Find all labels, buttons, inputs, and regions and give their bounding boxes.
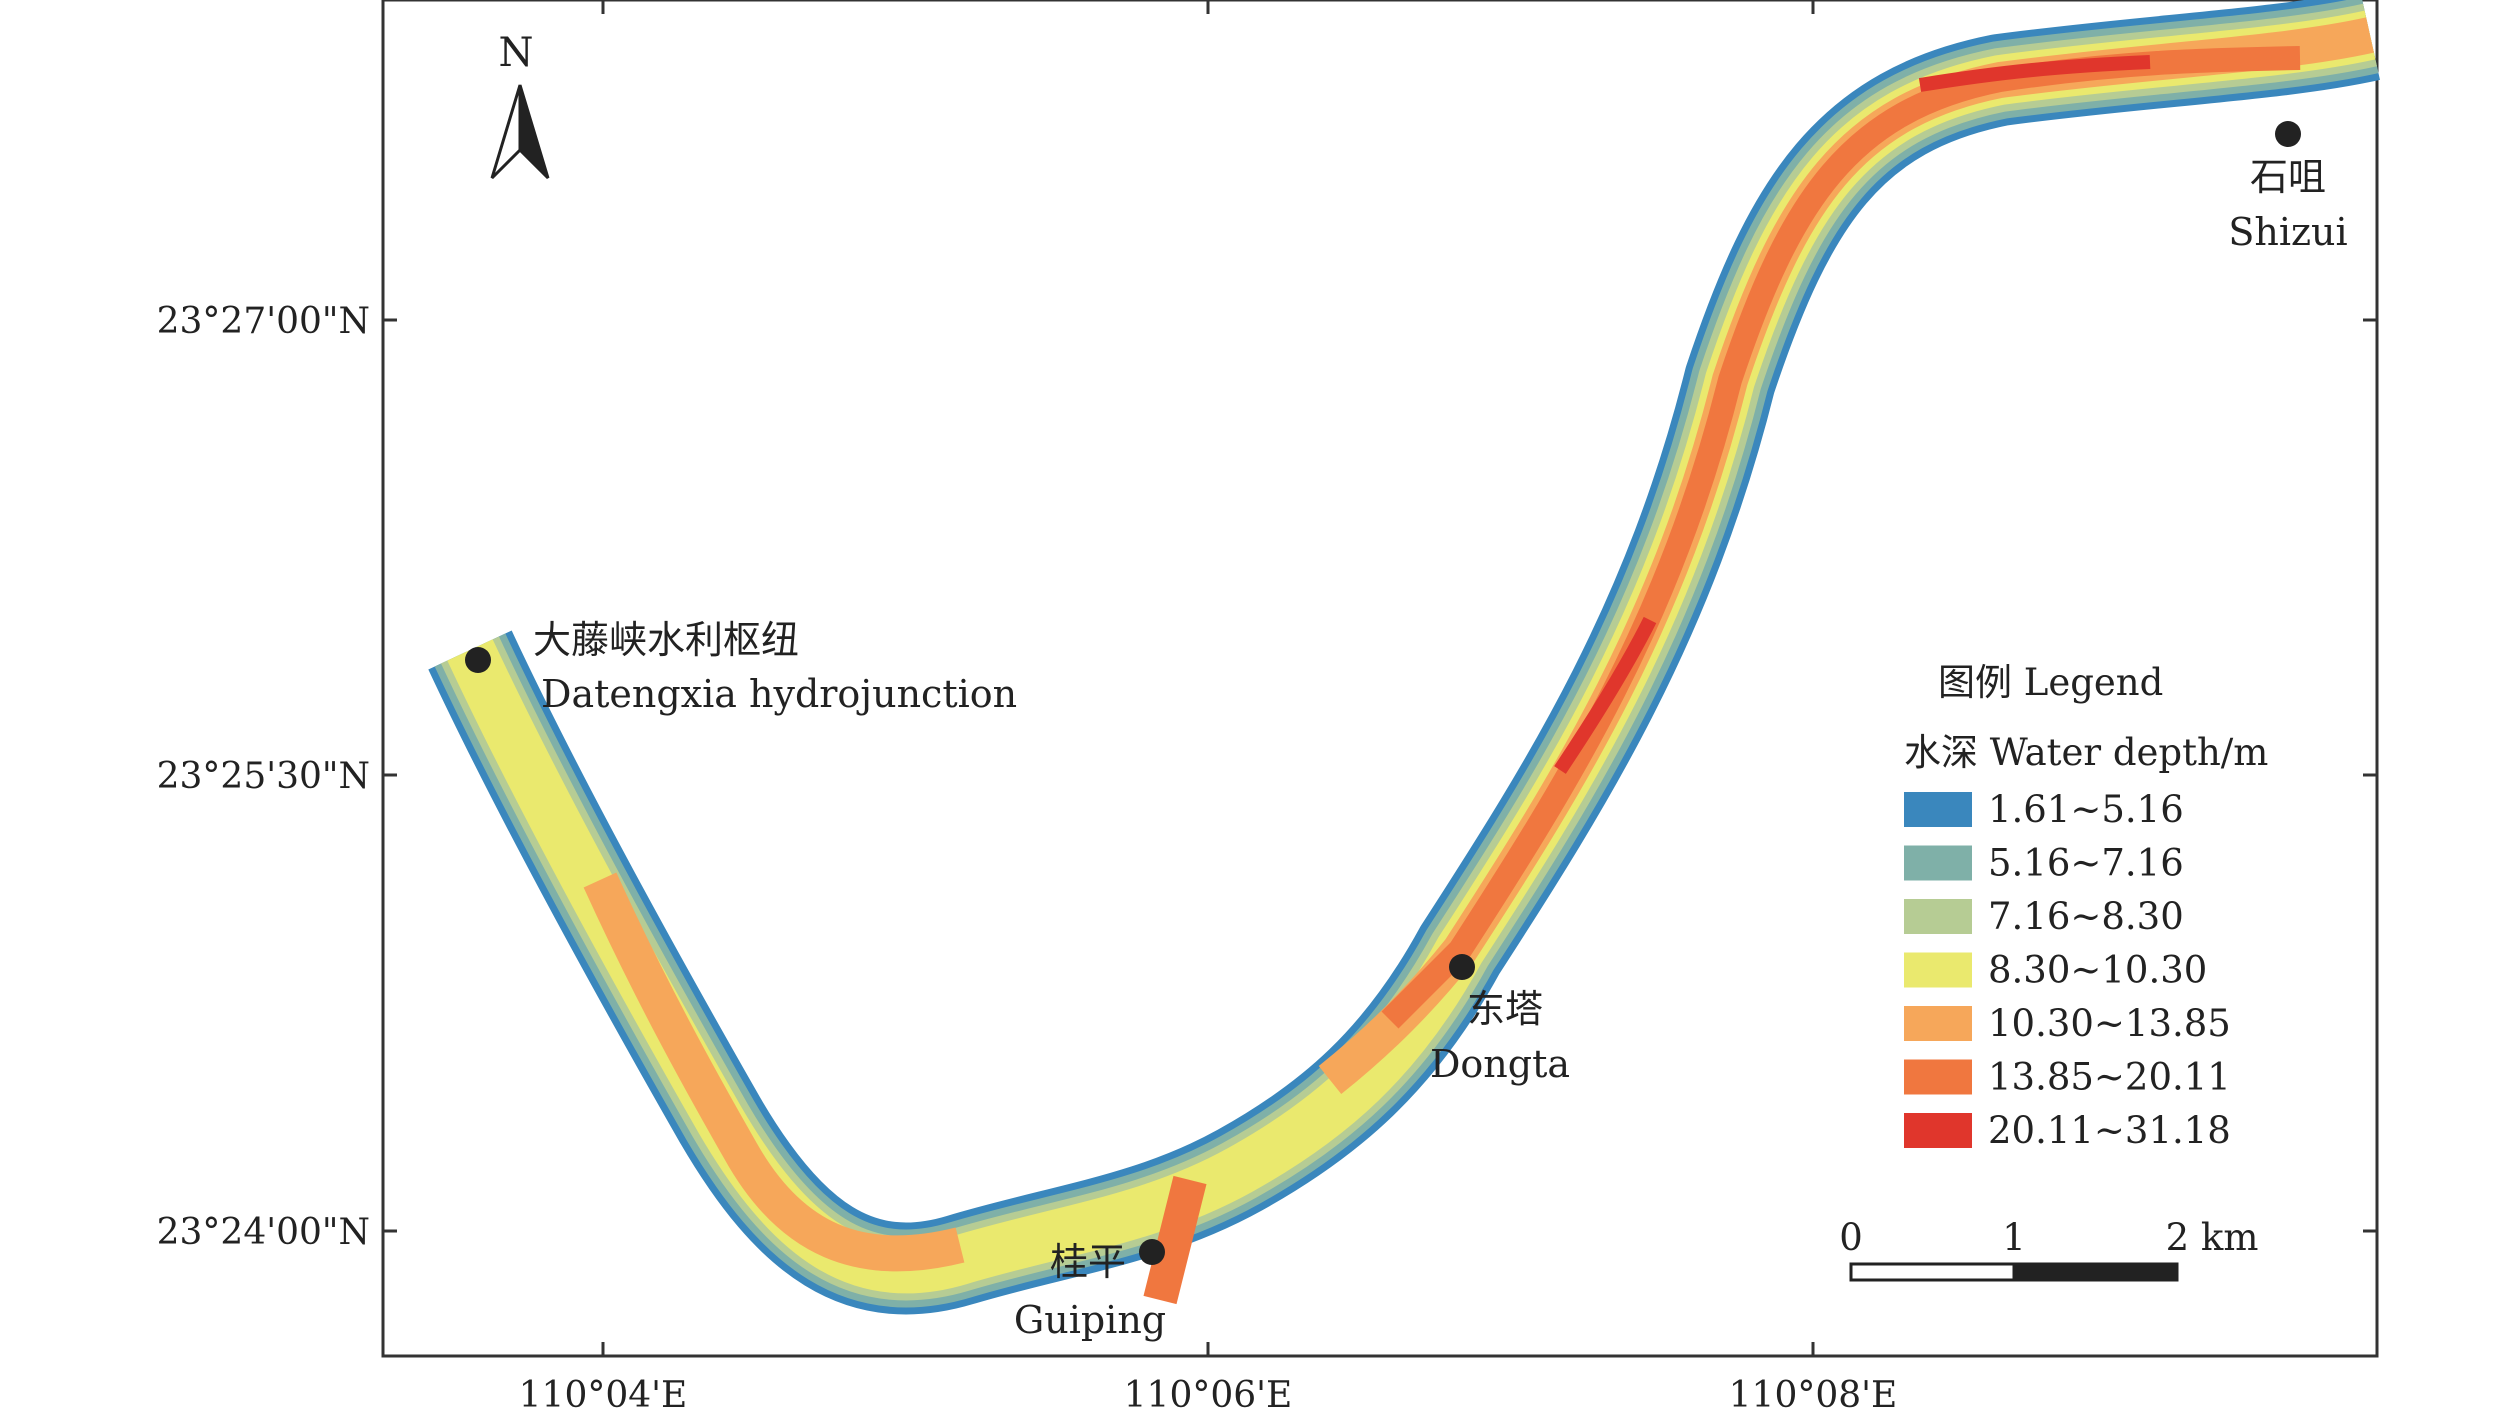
svg-text:Guiping: Guiping [1014,1298,1166,1342]
legend-item: 10.30~13.85 [1904,1002,2231,1045]
scale-label-1: 1 [2002,1216,2026,1259]
place-shizui: 石咀 Shizui [2228,121,2347,254]
lat-label-27: 23°27'00"N [157,301,370,342]
svg-text:Datengxia hydrojunction: Datengxia hydrojunction [541,672,1017,716]
scale-label-0: 0 [1839,1216,1863,1259]
legend-label: 13.85~20.11 [1988,1056,2231,1099]
scale-bar: 0 1 2 km [1839,1216,2258,1280]
legend-label: 7.16~8.30 [1988,895,2184,938]
legend-swatch [1904,792,1972,827]
legend-label: 10.30~13.85 [1988,1002,2231,1045]
svg-text:Dongta: Dongta [1430,1042,1570,1086]
scale-label-2: 2 km [2166,1216,2259,1259]
svg-text:Shizui: Shizui [2228,210,2347,254]
legend-label: 5.16~7.16 [1988,842,2184,885]
lon-label-04: 110°04'E [519,1375,688,1409]
place-datengxia: 大藤峡水利枢纽 Datengxia hydrojunction [465,618,1017,716]
legend-swatch [1904,1113,1972,1148]
legend-item: 7.16~8.30 [1904,895,2184,938]
lon-label-08: 110°08'E [1729,1375,1898,1409]
legend-item: 13.85~20.11 [1904,1056,2231,1099]
legend-label: 20.11~31.18 [1988,1109,2231,1152]
legend-item: 1.61~5.16 [1904,788,2184,831]
svg-text:桂平: 桂平 [1050,1240,1126,1284]
legend: 图例 Legend 水深 Water depth/m 1.61~5.16 5.16… [1904,661,2268,1152]
legend-item: 8.30~10.30 [1904,949,2207,992]
svg-text:石咀: 石咀 [2250,155,2326,199]
legend-items: 1.61~5.16 5.16~7.16 7.16~8.30 8.30~10.30 10.… [1904,788,2231,1152]
water-depth-map: 23°27'00"N 23°25'30"N 23°24'00"N 110°04'… [0,0,2520,1409]
legend-item: 20.11~31.18 [1904,1109,2231,1152]
lon-label-06: 110°06'E [1124,1375,1293,1409]
north-label: N [499,30,534,76]
svg-text:大藤峡水利枢纽: 大藤峡水利枢纽 [533,618,799,662]
lat-label-25-30: 23°25'30"N [157,756,370,797]
legend-swatch [1904,1006,1972,1041]
north-arrow-icon [492,85,548,178]
legend-item: 5.16~7.16 [1904,842,2184,885]
legend-subtitle: 水深 Water depth/m [1904,731,2268,774]
legend-label: 8.30~10.30 [1988,949,2207,992]
lat-label-24: 23°24'00"N [157,1212,370,1253]
legend-swatch [1904,953,1972,988]
svg-text:东塔: 东塔 [1467,987,1543,1031]
legend-swatch [1904,1060,1972,1095]
legend-title: 图例 Legend [1938,661,2163,704]
legend-label: 1.61~5.16 [1988,788,2184,831]
legend-swatch [1904,846,1972,881]
legend-swatch [1904,899,1972,934]
